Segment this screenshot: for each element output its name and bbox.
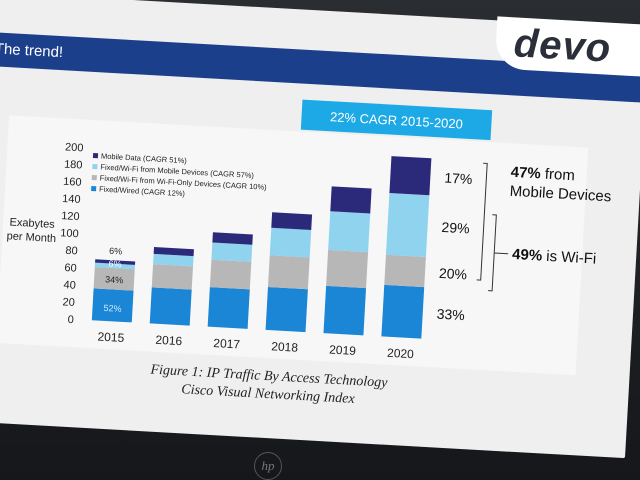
x-tick-label: 2016 [155,333,183,348]
bar-segment-fixed_wifi_mobile [269,227,312,258]
bar-segment-mobile [95,259,136,265]
bar-segment-fixed_wifi_only [267,255,310,290]
bar-segment-mobile [389,156,432,196]
bar-segment-fixed_wifi_mobile [385,192,430,258]
bar-segment-fixed_wifi_only [326,249,369,289]
bar-2015-percent-label: 6% [109,246,123,257]
bar-segment-fixed_wifi_mobile [328,211,371,253]
legend-swatch-fixed_wifi_mobile [92,163,98,170]
y-tick-label: 20 [62,296,75,309]
x-tick-label: 2015 [97,330,125,345]
legend-swatch-mobile [92,153,99,159]
bar-2015-percent-label: 34% [105,274,124,285]
mobile-share-annotation-line-1: 47% from [510,164,575,185]
bar-segment-fixed_wifi_only [93,266,135,291]
share-percent-2020: 20% [439,265,468,283]
bar-segment-fixed_wifi_mobile [94,262,135,270]
share-percent-2020: 17% [444,170,473,188]
x-tick-label: 2020 [387,346,415,361]
y-tick-label: 160 [63,176,82,189]
bracket-wifi-connector [494,252,509,255]
y-tick-label: 0 [67,314,74,326]
bar-2015-percent-label: 6% [108,259,122,270]
bar-segment-fixed_wired [149,287,192,326]
x-tick-label: 2017 [213,336,241,351]
mobile-share-annotation-line-2: Mobile Devices [509,183,612,206]
legend-swatch-fixed_wired [91,185,97,192]
bar-segment-fixed_wired [265,286,308,333]
x-tick-label: 2019 [329,343,357,358]
laptop-brand-logo: hp [254,452,282,480]
y-tick-label: 200 [65,141,84,154]
bar-segment-mobile [330,186,372,214]
bar-segment-fixed_wifi_mobile [211,242,253,262]
share-percent-2020: 33% [436,306,465,324]
bar-segment-fixed_wifi_mobile [153,253,194,267]
bar-segment-fixed_wired [91,288,134,323]
bar-segment-fixed_wifi_only [384,254,426,288]
y-tick-label: 80 [65,245,78,258]
y-axis-label-line-2: per Month [6,230,56,245]
bar-segment-fixed_wifi_only [151,264,193,290]
bar-segment-fixed_wired [207,287,250,329]
wifi-share-annotation: 49% is Wi-Fi [512,246,597,268]
bar-segment-mobile [153,247,194,257]
y-tick-label: 120 [61,210,80,223]
bracket-mobile-devices [476,162,488,281]
share-percent-2020: 29% [441,219,470,237]
bar-segment-fixed_wifi_only [209,259,252,290]
bar-segment-mobile [271,212,313,230]
bar-segment-fixed_wired [323,285,367,336]
bar-2015-percent-label: 52% [103,303,122,314]
y-tick-label: 180 [64,159,83,172]
y-tick-label: 40 [63,279,76,292]
y-tick-label: 60 [64,262,77,275]
y-tick-label: 100 [60,227,79,240]
y-axis-label-line-1: Exabytes [9,216,55,231]
legend-swatch-fixed_wifi_only [91,174,97,181]
x-tick-label: 2018 [271,339,299,354]
bar-segment-fixed_wired [381,284,425,339]
bar-segment-mobile [212,232,253,245]
y-tick-label: 140 [62,193,81,206]
presentation-slide: The trend! devo 22% CAGR 2015-2020 0 20 40… [0,0,640,459]
